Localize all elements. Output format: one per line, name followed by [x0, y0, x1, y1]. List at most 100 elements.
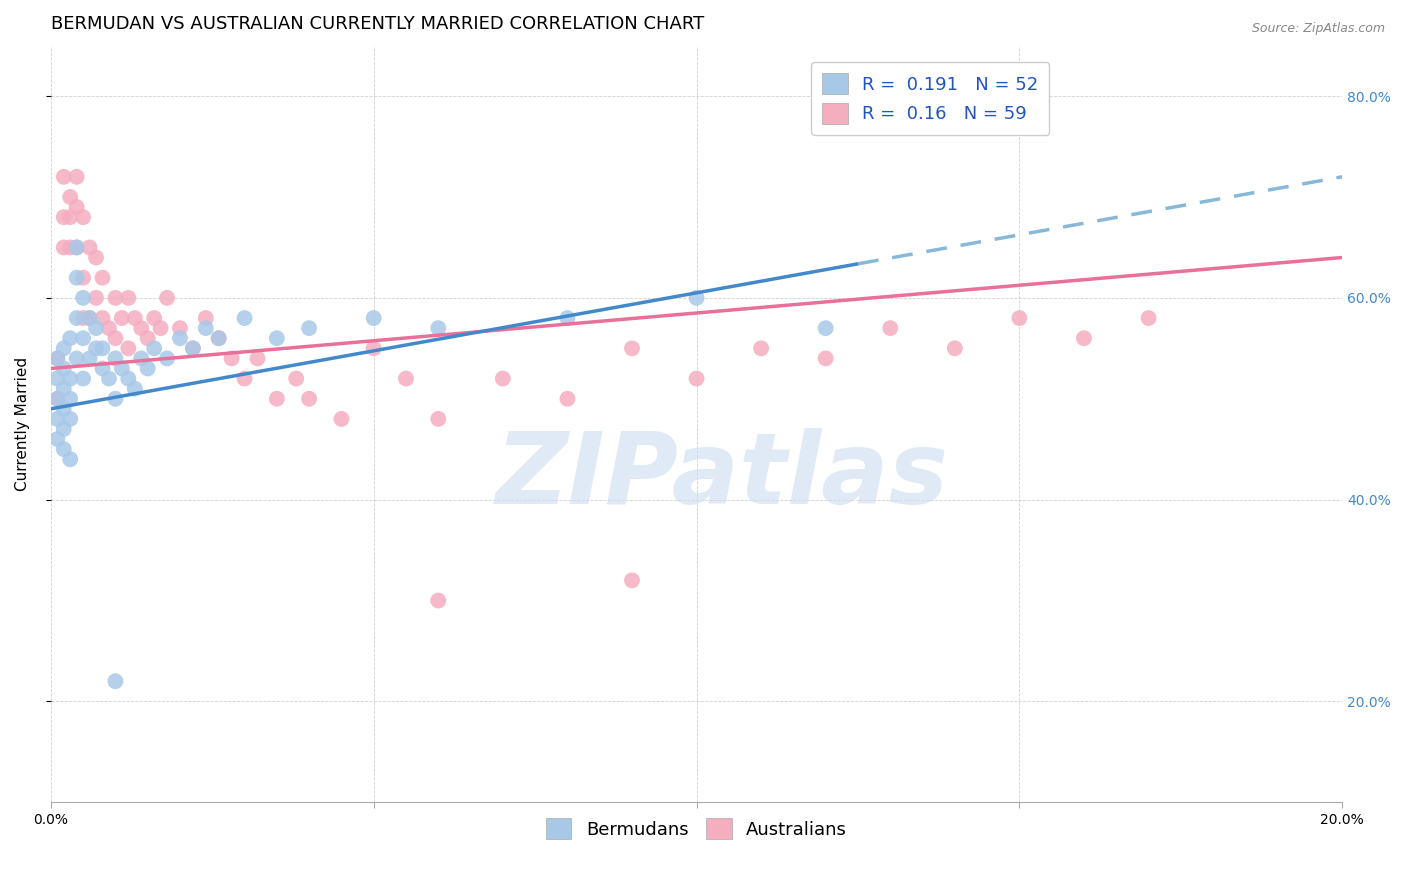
Point: [66, 169, 89, 184]
Point: [104, 392, 127, 406]
Point: [330, 412, 353, 426]
Point: [84, 341, 107, 355]
Point: [194, 311, 217, 326]
Point: [104, 331, 127, 345]
Point: [72, 291, 94, 305]
Point: [557, 311, 579, 326]
Point: [208, 331, 231, 345]
Point: [208, 331, 231, 345]
Point: [52, 401, 75, 416]
Point: [749, 341, 772, 355]
Point: [79, 311, 101, 326]
Point: [52, 210, 75, 224]
Point: [104, 351, 127, 366]
Point: [66, 240, 89, 254]
Point: [427, 321, 450, 335]
Point: [117, 371, 139, 385]
Point: [111, 361, 134, 376]
Point: [266, 392, 288, 406]
Point: [52, 341, 75, 355]
Point: [129, 351, 152, 366]
Point: [298, 392, 321, 406]
Point: [298, 321, 321, 335]
Point: [79, 240, 101, 254]
Point: [181, 341, 204, 355]
Point: [91, 341, 114, 355]
Point: [111, 311, 134, 326]
Point: [285, 371, 308, 385]
Point: [181, 341, 204, 355]
Point: [72, 210, 94, 224]
Point: [79, 311, 101, 326]
Point: [156, 291, 179, 305]
Point: [233, 371, 256, 385]
Point: [685, 291, 707, 305]
Point: [124, 382, 146, 396]
Point: [117, 341, 139, 355]
Point: [52, 442, 75, 457]
Point: [363, 311, 385, 326]
Point: [814, 321, 837, 335]
Point: [59, 452, 82, 467]
Point: [66, 351, 89, 366]
Point: [52, 422, 75, 436]
Point: [104, 291, 127, 305]
Point: [46, 392, 69, 406]
Point: [1073, 331, 1095, 345]
Point: [59, 240, 82, 254]
Point: [66, 240, 89, 254]
Point: [52, 361, 75, 376]
Point: [46, 351, 69, 366]
Point: [136, 361, 159, 376]
Point: [143, 311, 166, 326]
Point: [169, 331, 191, 345]
Point: [943, 341, 966, 355]
Point: [104, 674, 127, 689]
Point: [66, 200, 89, 214]
Y-axis label: Currently Married: Currently Married: [15, 357, 30, 491]
Point: [91, 361, 114, 376]
Point: [84, 251, 107, 265]
Point: [52, 240, 75, 254]
Point: [84, 321, 107, 335]
Point: [124, 311, 146, 326]
Text: Source: ZipAtlas.com: Source: ZipAtlas.com: [1251, 22, 1385, 36]
Point: [59, 331, 82, 345]
Point: [46, 392, 69, 406]
Point: [363, 341, 385, 355]
Point: [52, 382, 75, 396]
Point: [129, 321, 152, 335]
Point: [879, 321, 901, 335]
Point: [136, 331, 159, 345]
Point: [1137, 311, 1160, 326]
Point: [52, 169, 75, 184]
Point: [620, 341, 643, 355]
Point: [427, 412, 450, 426]
Point: [221, 351, 243, 366]
Point: [59, 412, 82, 426]
Point: [194, 321, 217, 335]
Point: [59, 371, 82, 385]
Point: [79, 351, 101, 366]
Point: [72, 371, 94, 385]
Point: [620, 574, 643, 588]
Point: [169, 321, 191, 335]
Point: [66, 311, 89, 326]
Point: [233, 311, 256, 326]
Point: [59, 210, 82, 224]
Point: [72, 331, 94, 345]
Point: [46, 371, 69, 385]
Text: ZIPatlas: ZIPatlas: [496, 428, 949, 525]
Point: [814, 351, 837, 366]
Point: [149, 321, 172, 335]
Point: [66, 270, 89, 285]
Point: [91, 270, 114, 285]
Point: [1008, 311, 1031, 326]
Point: [91, 311, 114, 326]
Point: [266, 331, 288, 345]
Point: [395, 371, 418, 385]
Point: [97, 321, 120, 335]
Point: [143, 341, 166, 355]
Point: [246, 351, 269, 366]
Point: [59, 190, 82, 204]
